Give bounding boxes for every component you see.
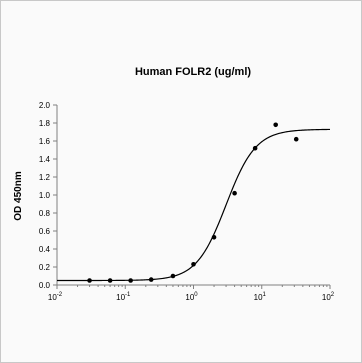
y-tick-label: 1.2 [39,173,51,182]
x-tick-label: 101 [254,292,267,302]
data-point [273,122,278,128]
data-point [87,278,92,283]
y-tick-label: 0.0 [39,281,51,290]
data-point [128,278,133,283]
data-point [191,262,196,267]
data-point [293,136,299,142]
x-tick-label: 10-1 [116,292,131,302]
y-axis-label: OD 450nm [13,171,24,221]
x-tick-label: 102 [322,292,335,302]
data-point [107,278,113,283]
data-point [170,273,176,279]
y-tick-label: 1.4 [39,155,51,164]
y-tick-label: 0.4 [39,245,51,254]
y-tick-label: 1.8 [39,119,51,128]
data-point [211,235,217,240]
x-tick-label: 100 [185,292,198,302]
y-tick-label: 2.0 [39,101,51,110]
data-point [148,277,154,282]
x-tick-label: 10-2 [48,292,63,302]
y-tick-label: 0.6 [39,227,51,236]
fit-curve [57,128,331,282]
y-tick-label: 1.6 [39,137,51,146]
y-tick-label: 1.0 [39,191,51,200]
y-tick-label: 0.2 [39,263,51,272]
data-point [232,190,237,196]
data-point [252,145,258,151]
chart-title: Human FOLR2 (ug/ml) [135,66,251,78]
y-tick-label: 0.8 [39,209,51,218]
